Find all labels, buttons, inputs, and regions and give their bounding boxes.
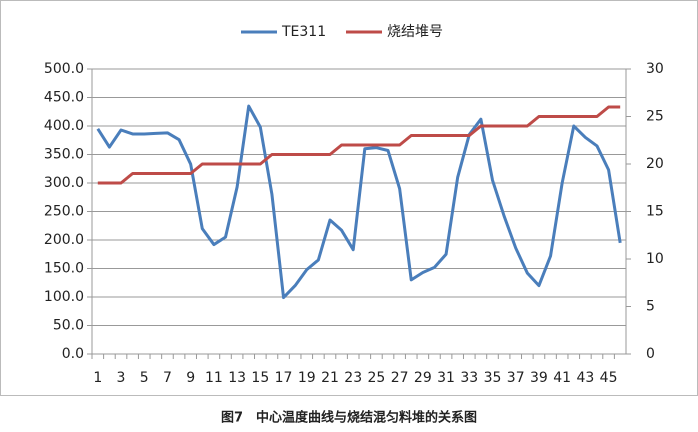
x-tick-label: 37 bbox=[507, 370, 525, 386]
legend-label: TE311 bbox=[281, 24, 326, 40]
x-tick-label: 17 bbox=[275, 370, 293, 386]
x-tick-label: 3 bbox=[117, 370, 126, 386]
x-tick-label: 35 bbox=[484, 370, 502, 386]
y2-tick-label: 5 bbox=[646, 299, 655, 315]
y-tick-label: 250.0 bbox=[44, 204, 84, 220]
y-tick-label: 200.0 bbox=[44, 232, 84, 248]
x-tick-label: 7 bbox=[163, 370, 172, 386]
series-line bbox=[97, 105, 621, 185]
y-tick-label: 500.0 bbox=[44, 61, 84, 77]
y2-tick-label: 30 bbox=[646, 61, 664, 77]
legend-label: 烧结堆号 bbox=[387, 24, 443, 40]
x-tick-label: 43 bbox=[576, 370, 594, 386]
x-tick-label: 25 bbox=[367, 370, 385, 386]
x-tick-label: 29 bbox=[414, 370, 432, 386]
x-tick-label: 41 bbox=[553, 370, 571, 386]
x-tick-label: 19 bbox=[298, 370, 316, 386]
y-tick-label: 0.0 bbox=[62, 346, 84, 362]
y-tick-label: 100.0 bbox=[44, 289, 84, 305]
y-tick-label: 350.0 bbox=[44, 147, 84, 163]
x-tick-label: 21 bbox=[321, 370, 339, 386]
x-tick-label: 31 bbox=[437, 370, 455, 386]
y2-tick-label: 10 bbox=[646, 251, 664, 267]
caption: 图7 中心温度曲线与烧结混匀料堆的关系图 bbox=[221, 410, 477, 426]
x-tick-label: 23 bbox=[344, 370, 362, 386]
chart-border bbox=[0, 0, 698, 396]
y-tick-label: 150.0 bbox=[44, 261, 84, 277]
x-tick-label: 5 bbox=[140, 370, 149, 386]
y2-tick-label: 20 bbox=[646, 156, 664, 172]
x-tick-label: 39 bbox=[530, 370, 548, 386]
y2-tick-label: 25 bbox=[646, 109, 664, 125]
x-tick-label: 45 bbox=[600, 370, 618, 386]
y-tick-label: 400.0 bbox=[44, 118, 84, 134]
x-tick-label: 15 bbox=[251, 370, 269, 386]
x-tick-label: 33 bbox=[460, 370, 478, 386]
x-tick-label: 1 bbox=[93, 370, 102, 386]
series-line bbox=[96, 104, 622, 300]
x-tick-label: 13 bbox=[228, 370, 246, 386]
y2-tick-label: 15 bbox=[646, 204, 664, 220]
y-tick-label: 300.0 bbox=[44, 175, 84, 191]
x-tick-label: 11 bbox=[205, 370, 223, 386]
x-tick-label: 9 bbox=[186, 370, 195, 386]
y-tick-label: 450.0 bbox=[44, 90, 84, 106]
y-tick-label: 50.0 bbox=[53, 318, 84, 334]
y2-tick-label: 0 bbox=[646, 346, 655, 362]
x-tick-label: 27 bbox=[391, 370, 409, 386]
